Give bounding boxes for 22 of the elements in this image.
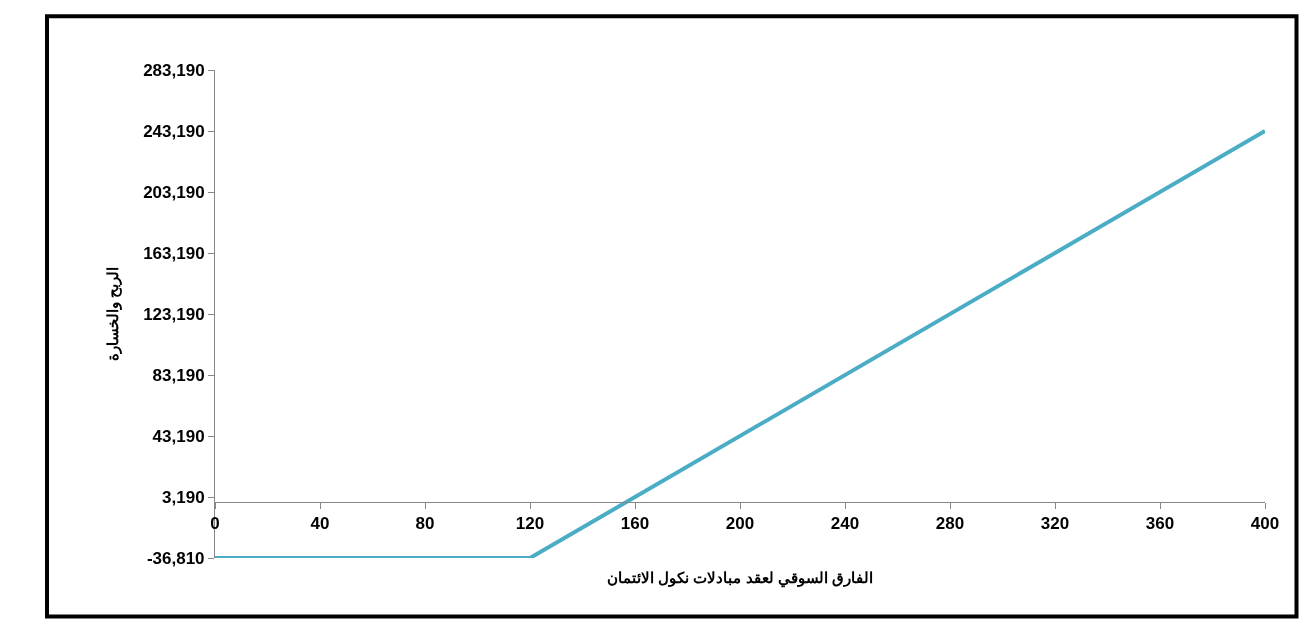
x-tick-label: 240	[830, 514, 860, 534]
x-tick-label: 400	[1250, 514, 1280, 534]
x-tick-label: 320	[1040, 514, 1070, 534]
x-tick-label: 0	[210, 514, 220, 534]
x-tick-label: 360	[1145, 514, 1175, 534]
x-tick-label: 40	[310, 514, 330, 534]
y-tick-label: 3,190	[162, 487, 205, 507]
x-tick-label: 160	[620, 514, 650, 534]
x-tick-label: 80	[415, 514, 435, 534]
y-tick-label: 203,190	[143, 182, 205, 202]
y-tick-label: 163,190	[143, 243, 205, 263]
y-tick-label: -36,810	[146, 548, 205, 568]
x-axis-title: الفارق السوقي لعقد مبادلات نكول الائتمان	[607, 569, 873, 589]
y-tick-label: 43,190	[152, 426, 205, 446]
y-tick-label: 123,190	[143, 304, 205, 324]
y-tick-label: 83,190	[152, 365, 205, 385]
x-tick-label: 280	[935, 514, 965, 534]
y-axis-title: الربح والخسارة	[104, 266, 123, 362]
y-tick-label: 243,190	[143, 121, 205, 141]
x-tick-label: 200	[725, 514, 755, 534]
x-tick-label: 120	[515, 514, 545, 534]
y-tick-label: 283,190	[143, 60, 205, 80]
